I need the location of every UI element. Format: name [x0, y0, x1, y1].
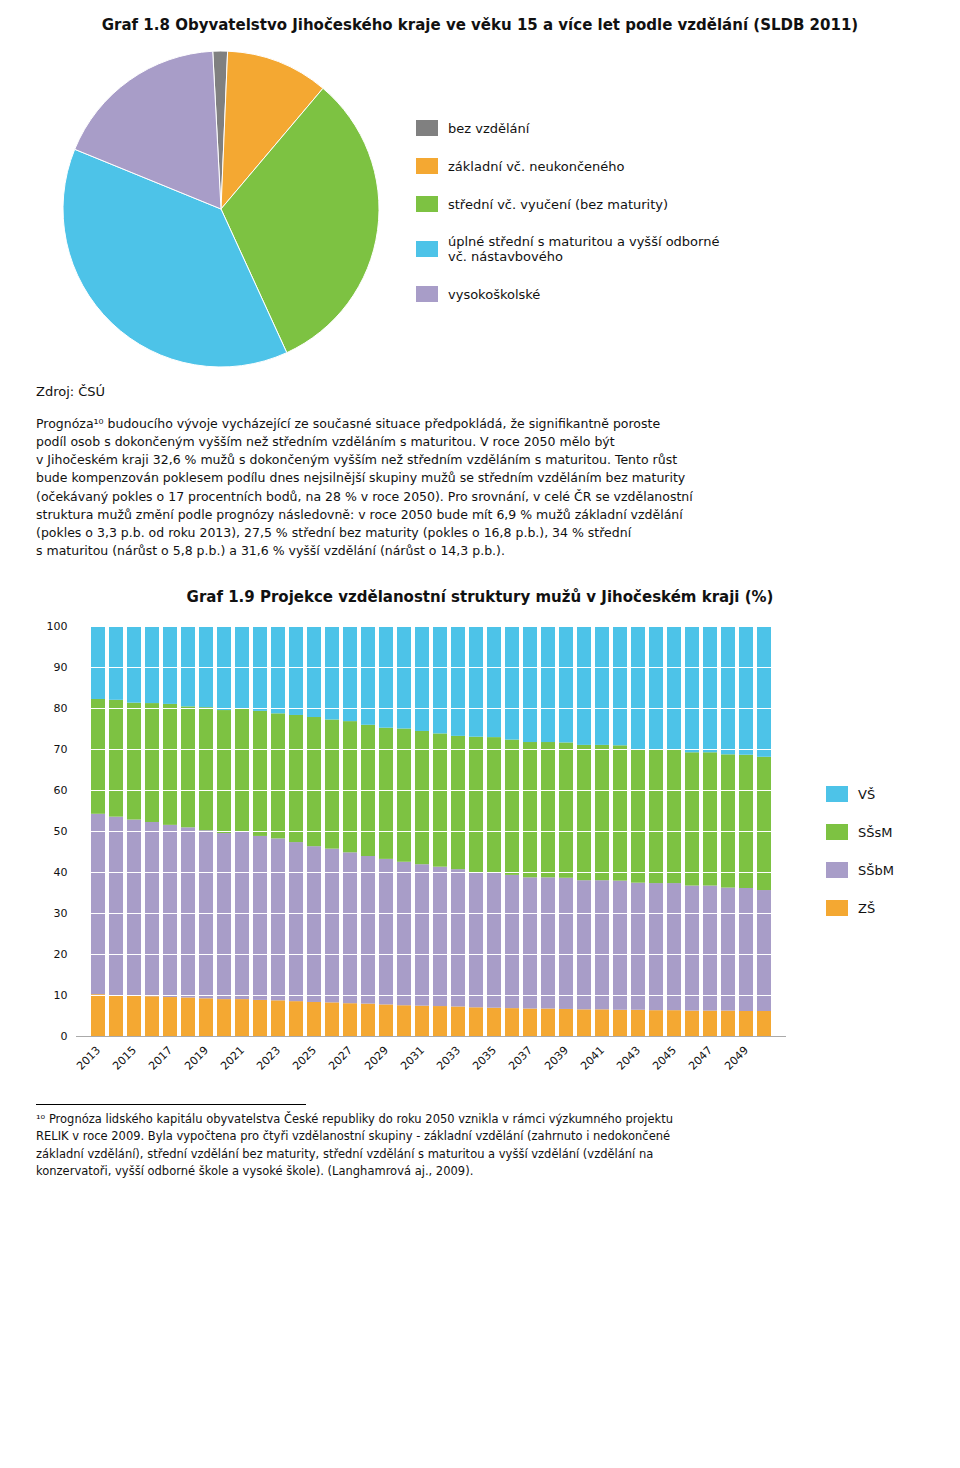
html-text:¹⁰ Prognóza lidského kapitálu: ¹⁰ Prognóza lidského kapitálu obyvatelst… — [36, 1112, 674, 1178]
html-text:střední vč. vyučení (bez matur: střední vč. vyučení (bez maturity) — [448, 196, 669, 212]
html-text:úplné střední s maturitou a vy: úplné střední s maturitou a vyšší odborn… — [448, 234, 720, 264]
svg-text:2043: 2043 — [614, 1044, 643, 1073]
svg-text:2045: 2045 — [650, 1044, 679, 1073]
svg-text:2037: 2037 — [506, 1044, 535, 1073]
svg-text:2025: 2025 — [290, 1044, 319, 1073]
svg-text:2019: 2019 — [182, 1044, 211, 1073]
svg-text:2031: 2031 — [398, 1044, 427, 1073]
svg-text:2017: 2017 — [146, 1044, 175, 1073]
html-text:základní vč. neukončeného: základní vč. neukončeného — [448, 158, 625, 174]
html-text:bez vzdělání: bez vzdělání — [448, 120, 530, 136]
svg-text:60: 60 — [54, 784, 68, 797]
html-text:vysokoškolské: vysokoškolské — [448, 286, 541, 302]
html-text:ZŠ: ZŠ — [858, 900, 876, 916]
svg-text:2029: 2029 — [362, 1044, 391, 1073]
html-text:Zdroj: ČSÚ: Zdroj: ČSÚ — [36, 384, 106, 399]
html-text:Graf 1.8 Obyvatelstvo Jihočesk: Graf 1.8 Obyvatelstvo Jihočeského kraje … — [101, 16, 859, 34]
svg-text:40: 40 — [54, 866, 68, 879]
svg-text:0: 0 — [61, 1030, 68, 1043]
svg-text:2033: 2033 — [434, 1044, 463, 1073]
svg-text:80: 80 — [54, 702, 68, 715]
svg-text:2049: 2049 — [722, 1044, 751, 1073]
svg-text:100: 100 — [47, 620, 68, 633]
svg-text:2047: 2047 — [686, 1044, 715, 1073]
svg-text:2021: 2021 — [218, 1044, 247, 1073]
html-text:SŠbM: SŠbM — [858, 862, 894, 878]
svg-text:2015: 2015 — [110, 1044, 139, 1073]
svg-text:2027: 2027 — [326, 1044, 355, 1073]
html-text:Graf 1.9 Projekce vzdělanostní: Graf 1.9 Projekce vzdělanostní struktury… — [186, 588, 774, 606]
svg-text:2035: 2035 — [470, 1044, 499, 1073]
html-text:Prognóza¹⁰ budoucího vývoje vy: Prognóza¹⁰ budoucího vývoje vycházející … — [36, 416, 693, 558]
svg-text:2041: 2041 — [578, 1044, 607, 1073]
svg-text:90: 90 — [54, 661, 68, 674]
svg-text:20: 20 — [54, 948, 68, 961]
html-text:SŠsM: SŠsM — [858, 824, 893, 840]
html-text:VŠ: VŠ — [858, 786, 876, 802]
svg-text:2013: 2013 — [74, 1044, 103, 1073]
svg-text:70: 70 — [54, 743, 68, 756]
svg-text:10: 10 — [54, 989, 68, 1002]
svg-text:30: 30 — [54, 907, 68, 920]
svg-text:2039: 2039 — [542, 1044, 571, 1073]
svg-text:50: 50 — [54, 825, 68, 838]
svg-text:2023: 2023 — [254, 1044, 283, 1073]
